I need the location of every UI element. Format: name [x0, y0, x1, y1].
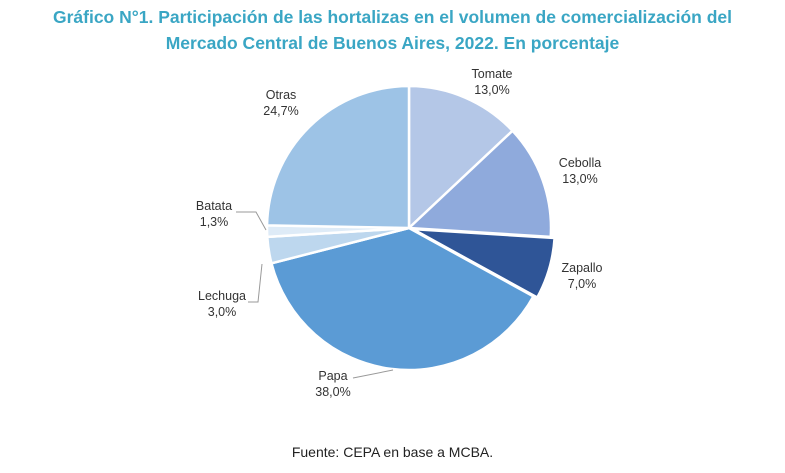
- pie-slice-otras: [265, 84, 411, 230]
- data-label-name-zapallo: Zapallo: [562, 261, 603, 275]
- data-label-value-otras: 24,7%: [263, 104, 298, 118]
- data-label-name-batata: Batata: [196, 199, 232, 213]
- data-label-value-cebolla: 13,0%: [562, 172, 597, 186]
- pie-slice-papa: [269, 226, 536, 372]
- pie-slice-tomate: [407, 84, 515, 231]
- data-label-name-papa: Papa: [318, 369, 347, 383]
- chart-title: Gráfico N°1. Participación de las hortal…: [0, 4, 785, 56]
- data-label-name-otras: Otras: [266, 88, 297, 102]
- title-line-1: Gráfico N°1. Participación de las hortal…: [52, 7, 733, 27]
- leader-line-lechuga: [248, 263, 263, 303]
- source-note: Fuente: CEPA en base a MCBA.: [291, 444, 494, 460]
- data-label-value-lechuga: 3,0%: [208, 305, 237, 319]
- leader-line-batata: [236, 211, 267, 231]
- data-label-value-tomate: 13,0%: [474, 83, 509, 97]
- data-label-value-papa: 38,0%: [315, 385, 350, 399]
- leader-line-papa: [352, 369, 394, 379]
- title-line-2: Mercado Central de Buenos Aires, 2022. E…: [165, 33, 620, 53]
- pie-slice-zapallo: [412, 227, 556, 300]
- pie-slice-cebolla: [406, 129, 553, 239]
- data-label-value-batata: 1,3%: [200, 215, 229, 229]
- data-label-name-lechuga: Lechuga: [198, 289, 246, 303]
- data-label-name-cebolla: Cebolla: [559, 156, 601, 170]
- data-label-name-tomate: Tomate: [472, 67, 513, 81]
- data-label-value-zapallo: 7,0%: [568, 277, 597, 291]
